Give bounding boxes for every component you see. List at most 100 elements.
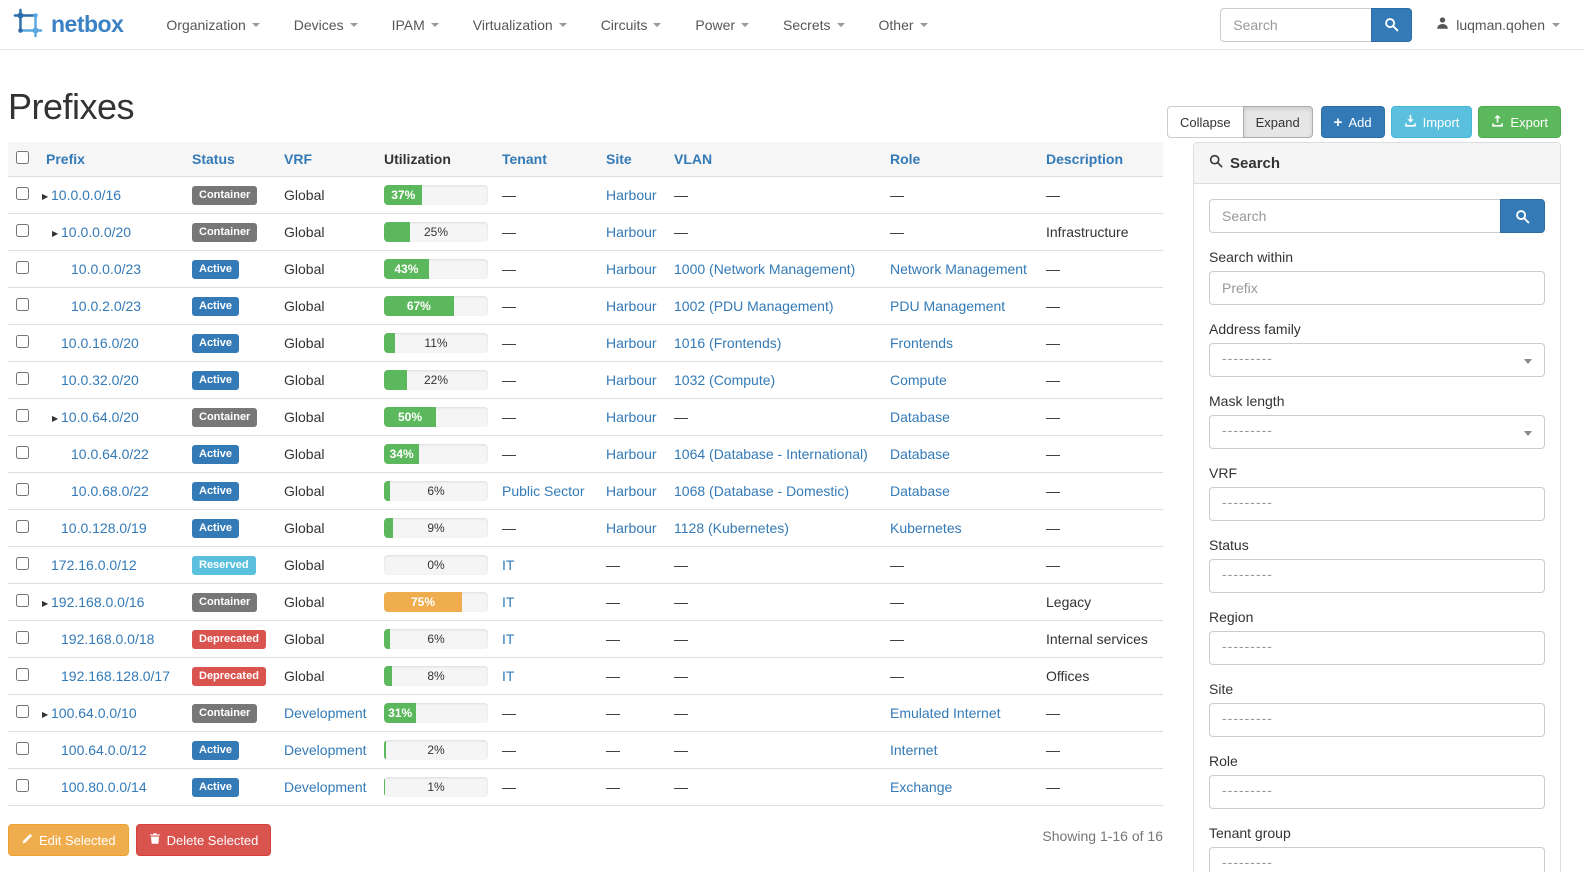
filter-select-mask-length[interactable]: --------- (1209, 415, 1545, 449)
row-checkbox[interactable] (16, 224, 29, 237)
vrf-link[interactable]: Development (284, 705, 367, 721)
nav-menu-secrets[interactable]: Secrets (766, 0, 861, 50)
vrf-link[interactable]: Development (284, 779, 367, 795)
tenant-link[interactable]: IT (502, 631, 515, 647)
nav-menu-ipam[interactable]: IPAM (375, 0, 456, 50)
row-checkbox[interactable] (16, 372, 29, 385)
prefix-link[interactable]: 100.64.0.0/12 (61, 742, 147, 758)
nav-menu-circuits[interactable]: Circuits (584, 0, 679, 50)
vlan-link[interactable]: 1032 (Compute) (674, 372, 776, 388)
tenant-link[interactable]: Public Sector (502, 483, 585, 499)
netbox-brand-link[interactable]: netbox (12, 7, 124, 42)
filter-select-address-family[interactable]: --------- (1209, 343, 1545, 377)
sort-header-tenant[interactable]: Tenant (502, 151, 547, 167)
row-checkbox[interactable] (16, 335, 29, 348)
sort-header-vrf[interactable]: VRF (284, 151, 312, 167)
vlan-link[interactable]: 1002 (PDU Management) (674, 298, 834, 314)
row-checkbox[interactable] (16, 187, 29, 200)
role-link[interactable]: Kubernetes (890, 520, 962, 536)
prefix-link[interactable]: 192.168.128.0/17 (61, 668, 170, 684)
filter-input-search-within[interactable] (1209, 271, 1545, 305)
row-checkbox[interactable] (16, 557, 29, 570)
user-menu[interactable]: luqman.qohen (1436, 16, 1560, 33)
site-link[interactable]: Harbour (606, 520, 657, 536)
site-link[interactable]: Harbour (606, 409, 657, 425)
filter-select-status[interactable]: --------- (1209, 559, 1545, 593)
role-link[interactable]: Internet (890, 742, 938, 758)
add-button[interactable]: + Add (1320, 106, 1385, 138)
role-link[interactable]: Network Management (890, 261, 1027, 277)
vlan-link[interactable]: 1128 (Kubernetes) (674, 520, 789, 536)
expand-button[interactable]: Expand (1242, 106, 1313, 138)
row-checkbox[interactable] (16, 261, 29, 274)
prefix-link[interactable]: 10.0.16.0/20 (61, 335, 139, 351)
prefix-link[interactable]: 100.64.0.0/10 (51, 705, 137, 721)
nav-menu-other[interactable]: Other (862, 0, 945, 50)
row-checkbox[interactable] (16, 705, 29, 718)
role-link[interactable]: Compute (890, 372, 947, 388)
tenant-link[interactable]: IT (502, 668, 515, 684)
select-all-checkbox[interactable] (16, 151, 29, 164)
row-checkbox[interactable] (16, 520, 29, 533)
row-checkbox[interactable] (16, 779, 29, 792)
row-checkbox[interactable] (16, 631, 29, 644)
navbar-search-input[interactable] (1220, 7, 1373, 42)
vlan-link[interactable]: 1000 (Network Management) (674, 261, 856, 277)
filter-search-button[interactable] (1500, 199, 1545, 233)
nav-menu-virtualization[interactable]: Virtualization (456, 0, 584, 50)
role-link[interactable]: Emulated Internet (890, 705, 1001, 721)
filter-select-region[interactable]: --------- (1209, 631, 1545, 665)
nav-menu-devices[interactable]: Devices (277, 0, 375, 50)
site-link[interactable]: Harbour (606, 261, 657, 277)
tenant-link[interactable]: IT (502, 594, 515, 610)
import-button[interactable]: Import (1390, 106, 1473, 138)
site-link[interactable]: Harbour (606, 224, 657, 240)
row-checkbox[interactable] (16, 409, 29, 422)
prefix-link[interactable]: 10.0.64.0/22 (71, 446, 149, 462)
row-checkbox[interactable] (16, 298, 29, 311)
prefix-link[interactable]: 10.0.0.0/23 (71, 261, 142, 277)
prefix-link[interactable]: 172.16.0.0/12 (51, 557, 137, 573)
role-link[interactable]: Database (890, 409, 950, 425)
sort-header-vlan[interactable]: VLAN (674, 151, 713, 167)
vrf-link[interactable]: Development (284, 742, 367, 758)
sort-header-description[interactable]: Description (1046, 151, 1124, 167)
filter-select-site[interactable]: --------- (1209, 703, 1545, 737)
role-link[interactable]: Database (890, 483, 950, 499)
site-link[interactable]: Harbour (606, 446, 657, 462)
tenant-link[interactable]: IT (502, 557, 515, 573)
sort-header-role[interactable]: Role (890, 151, 921, 167)
prefix-link[interactable]: 10.0.0.0/16 (51, 187, 122, 203)
role-link[interactable]: Exchange (890, 779, 953, 795)
edit-selected-button[interactable]: Edit Selected (8, 824, 129, 856)
filter-select-vrf[interactable]: --------- (1209, 487, 1545, 521)
prefix-link[interactable]: 10.0.64.0/20 (61, 409, 139, 425)
row-checkbox[interactable] (16, 483, 29, 496)
role-link[interactable]: Frontends (890, 335, 954, 351)
prefix-link[interactable]: 100.80.0.0/14 (61, 779, 147, 795)
filter-select-role[interactable]: --------- (1209, 775, 1545, 809)
sort-header-status[interactable]: Status (192, 151, 235, 167)
site-link[interactable]: Harbour (606, 298, 657, 314)
site-link[interactable]: Harbour (606, 187, 657, 203)
nav-menu-organization[interactable]: Organization (149, 0, 276, 50)
vlan-link[interactable]: 1064 (Database - International) (674, 446, 868, 462)
prefix-link[interactable]: 10.0.32.0/20 (61, 372, 139, 388)
sort-header-prefix[interactable]: Prefix (46, 151, 85, 167)
row-checkbox[interactable] (16, 668, 29, 681)
site-link[interactable]: Harbour (606, 335, 657, 351)
role-link[interactable]: PDU Management (890, 298, 1006, 314)
site-link[interactable]: Harbour (606, 372, 657, 388)
navbar-search-button[interactable] (1371, 7, 1413, 42)
prefix-link[interactable]: 10.0.68.0/22 (71, 483, 149, 499)
vlan-link[interactable]: 1016 (Frontends) (674, 335, 782, 351)
site-link[interactable]: Harbour (606, 483, 657, 499)
sort-header-site[interactable]: Site (606, 151, 632, 167)
row-checkbox[interactable] (16, 594, 29, 607)
role-link[interactable]: Database (890, 446, 950, 462)
delete-selected-button[interactable]: Delete Selected (135, 824, 272, 856)
row-checkbox[interactable] (16, 446, 29, 459)
filter-search-input[interactable] (1209, 199, 1501, 233)
prefix-link[interactable]: 192.168.0.0/18 (61, 631, 155, 647)
prefix-link[interactable]: 10.0.2.0/23 (71, 298, 142, 314)
